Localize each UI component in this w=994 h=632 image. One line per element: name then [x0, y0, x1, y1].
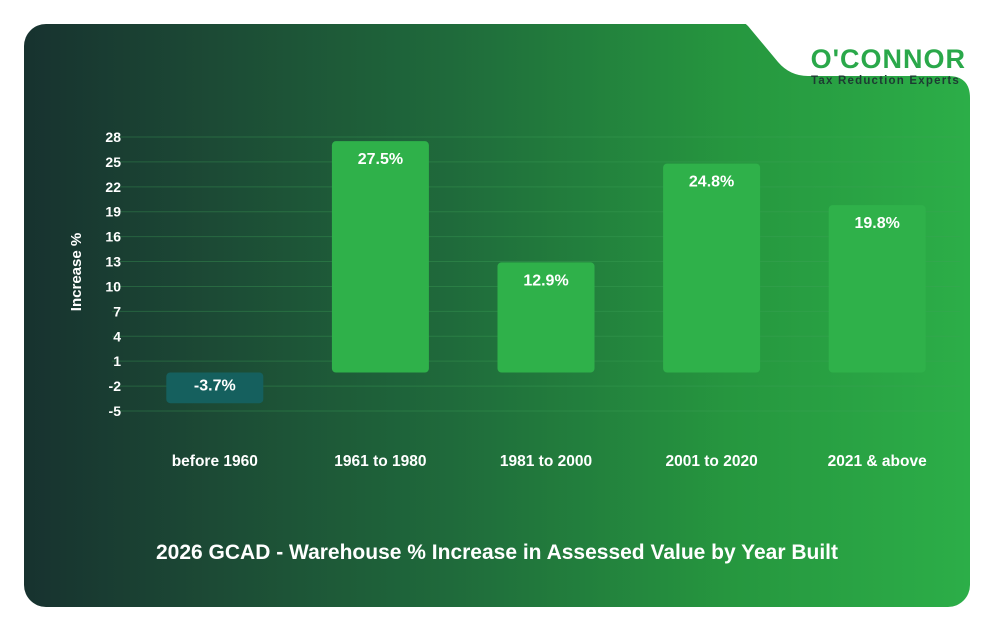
x-category-label: 2021 & above — [828, 453, 927, 470]
y-tick-label: 25 — [105, 154, 121, 170]
y-axis-label: Increase % — [68, 233, 85, 311]
bar — [828, 205, 926, 373]
y-tick-label: 4 — [113, 328, 121, 344]
x-axis-categories: before 1960 1961 to 1980 1981 to 2000 2001 … — [172, 453, 927, 470]
y-tick-label: 22 — [105, 179, 121, 195]
chart-title: 2026 GCAD - Warehouse % Increase in Asse… — [155, 541, 839, 564]
bar-value-label: 19.8% — [855, 215, 900, 232]
x-category-label: before 1960 — [172, 453, 258, 470]
y-tick-label: -2 — [109, 378, 122, 394]
y-tick-label: 7 — [113, 303, 121, 319]
y-tick-label: 10 — [105, 278, 121, 294]
x-category-label: 2001 to 2020 — [665, 453, 757, 470]
y-axis-ticks: 28 25 22 19 16 13 10 7 4 1 -2 -5 — [105, 129, 121, 419]
y-tick-label: 16 — [105, 229, 121, 245]
bar-value-label: 24.8% — [689, 174, 734, 191]
bar-value-label: -3.7% — [194, 377, 236, 394]
x-category-label: 1961 to 1980 — [334, 453, 426, 470]
chart-card — [24, 24, 970, 607]
brand-logo: O'CONNOR Tax Reduction Experts — [770, 24, 970, 87]
bar — [497, 262, 595, 373]
bar-value-label: 12.9% — [523, 272, 568, 289]
y-tick-label: 19 — [105, 204, 121, 220]
y-tick-label: 13 — [105, 254, 121, 270]
bar — [166, 372, 264, 404]
brand-name: O'CONNOR — [810, 44, 966, 74]
y-tick-label: -5 — [109, 403, 122, 419]
bar — [663, 163, 761, 373]
x-category-label: 1981 to 2000 — [500, 453, 592, 470]
bars: -3.7% 27.5% 12.9% 24.8% 19.8% — [166, 141, 926, 404]
bar — [331, 141, 429, 373]
bar-value-label: 27.5% — [358, 151, 403, 168]
y-tick-label: 28 — [105, 129, 121, 145]
brand-tagline: Tax Reduction Experts — [811, 75, 960, 87]
y-tick-label: 1 — [113, 353, 121, 369]
